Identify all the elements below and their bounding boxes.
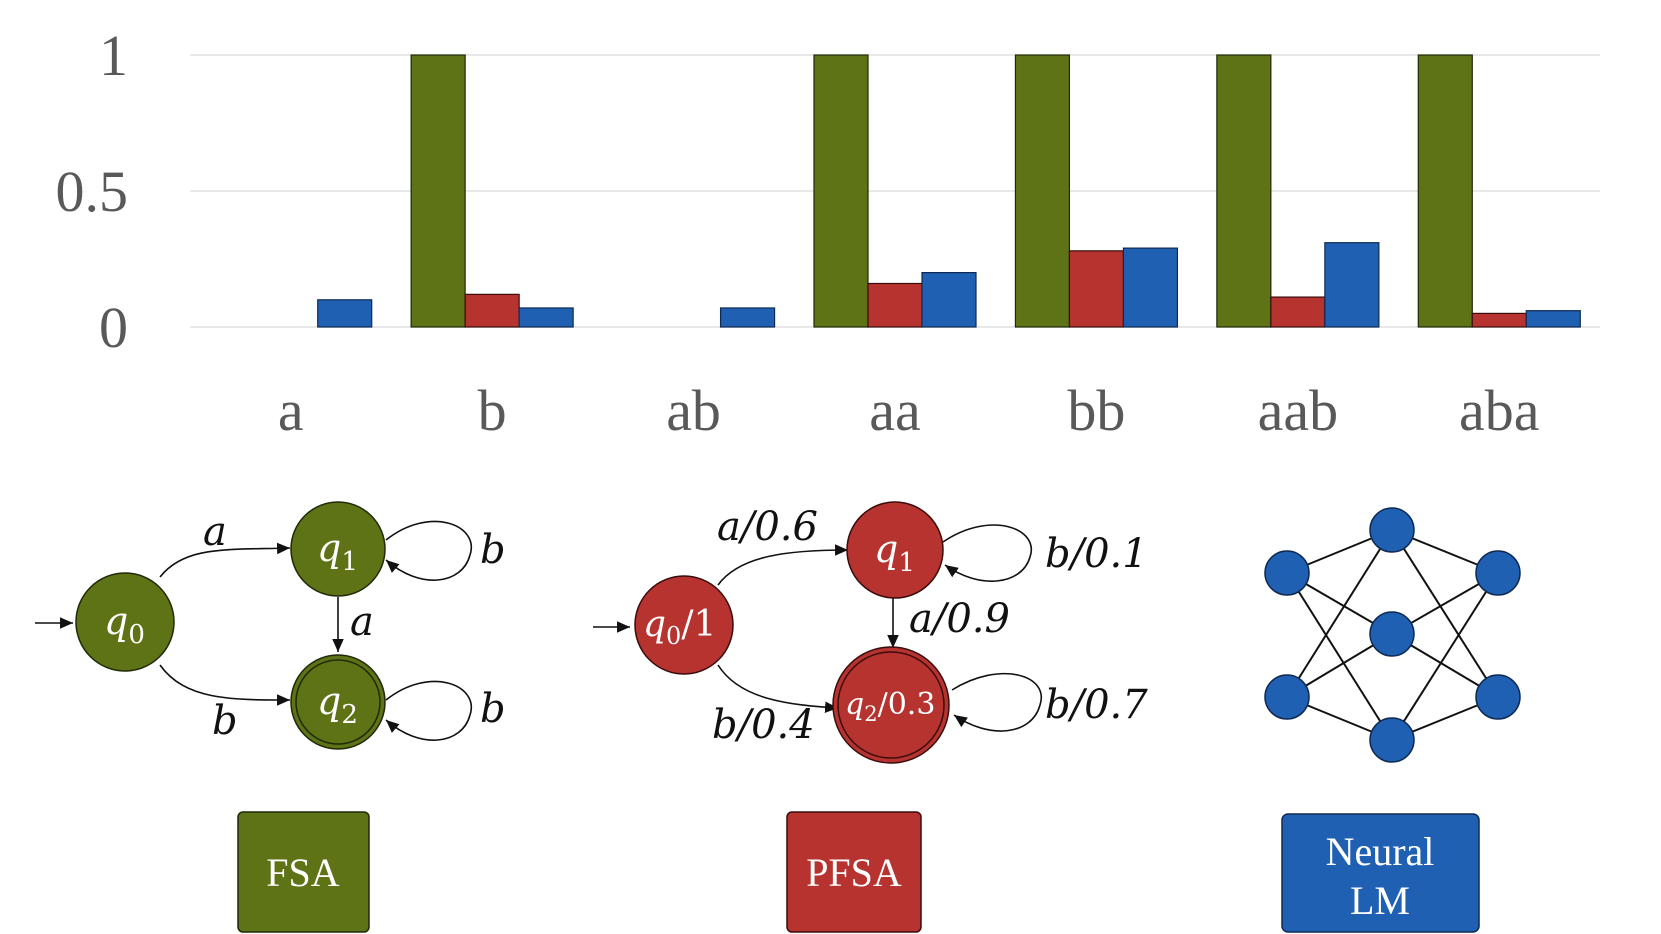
fsa-edge-q0-q2 bbox=[159, 664, 291, 706]
x-category-label: ab bbox=[666, 378, 721, 443]
fsa-box bbox=[237, 811, 370, 933]
pfsa-q1-label: q1 bbox=[874, 527, 915, 578]
fsa-q2-label: q2 bbox=[317, 679, 358, 730]
x-category-label: a bbox=[278, 378, 304, 443]
x-category-label: b bbox=[478, 378, 507, 443]
bar-pfsa-aa bbox=[867, 282, 923, 328]
nn-edge bbox=[1391, 529, 1499, 698]
bar-neural-lm-bb bbox=[1122, 247, 1179, 328]
fsa-label-box: FSA bbox=[237, 811, 370, 933]
y-axis-ticks: 10.50 bbox=[56, 23, 129, 360]
pfsa-edge-label-q1-q2: a/0.9 bbox=[909, 596, 1010, 642]
fsa-edge-label-q2-loop: b bbox=[480, 686, 506, 732]
pfsa-edge-label-q0-q2: b/0.4 bbox=[712, 702, 815, 748]
x-category-label: aab bbox=[1258, 378, 1339, 443]
y-tick-label: 0.5 bbox=[56, 159, 129, 224]
bar-neural-lm-ab bbox=[719, 307, 776, 328]
pfsa-node-q0 bbox=[634, 575, 734, 675]
nn-node-layer-1 bbox=[1369, 507, 1415, 553]
nn-node-layer-1 bbox=[1369, 611, 1415, 657]
nn-edge bbox=[1286, 572, 1393, 741]
pfsa-node-q1 bbox=[846, 501, 944, 599]
x-axis-categories: a b ab aa bb aab aba bbox=[278, 378, 1540, 443]
nn-edge bbox=[1286, 529, 1393, 698]
pfsa-box-label: PFSA bbox=[806, 850, 902, 895]
fsa-q1-label: q1 bbox=[317, 526, 358, 577]
bar-pfsa-bb bbox=[1068, 250, 1125, 328]
y-tick-label: 0 bbox=[99, 295, 128, 360]
bar-chart: 10.50 a b ab aa bb aab aba bbox=[56, 23, 1600, 443]
bar-neural-lm-aa bbox=[921, 272, 977, 328]
fsa-loop-q1 bbox=[385, 520, 473, 581]
pfsa-box bbox=[786, 811, 922, 933]
pfsa-edge-q0-q2 bbox=[717, 664, 839, 713]
bar-neural-lm-aba bbox=[1525, 310, 1581, 328]
nn-node-layer-0 bbox=[1264, 550, 1310, 596]
x-category-label: aa bbox=[869, 378, 921, 443]
nn-edge bbox=[1391, 572, 1499, 741]
neural-label-box: Neural LM bbox=[1281, 813, 1480, 933]
pfsa-diagram: q0/1 q1 q2/0.3 a/0.6 b/0.4 a/0.9 b/0.1 b… bbox=[593, 501, 1148, 764]
pfsa-edge-q0-q1 bbox=[717, 544, 849, 586]
neural-network-nodes bbox=[1264, 507, 1521, 763]
bars bbox=[317, 54, 1581, 328]
pfsa-loop-q1 bbox=[942, 524, 1033, 582]
bar-fsa-b bbox=[410, 54, 466, 328]
fsa-node-q1 bbox=[290, 501, 386, 597]
fsa-edge-q0-q1 bbox=[159, 542, 291, 578]
pfsa-q0-label: q0/1 bbox=[643, 604, 716, 650]
fsa-box-label: FSA bbox=[266, 850, 339, 895]
pfsa-label-box: PFSA bbox=[786, 811, 922, 933]
y-tick-label: 1 bbox=[99, 23, 128, 88]
nn-node-layer-1 bbox=[1369, 717, 1415, 763]
fsa-edge-label-q1-q2: a bbox=[350, 599, 374, 645]
nn-node-layer-2 bbox=[1475, 550, 1521, 596]
fsa-diagram: q0 q1 q2 a b a b b bbox=[35, 501, 506, 750]
pfsa-edge-label-q1-loop: b/0.1 bbox=[1045, 531, 1148, 577]
bar-neural-lm-a bbox=[317, 299, 373, 328]
nn-node-layer-0 bbox=[1264, 674, 1310, 720]
neural-box-label-line1: Neural bbox=[1326, 829, 1435, 874]
fsa-edge-label-q1-loop: b bbox=[480, 527, 506, 573]
x-category-label: bb bbox=[1067, 378, 1125, 443]
fsa-node-q2-accept-ring bbox=[295, 659, 381, 745]
neural-box-label-line2: LM bbox=[1350, 878, 1410, 923]
pfsa-edge-label-q0-q1: a/0.6 bbox=[717, 504, 818, 550]
fsa-node-q0 bbox=[75, 572, 175, 672]
bar-pfsa-b bbox=[464, 293, 520, 328]
bar-pfsa-aab bbox=[1270, 296, 1326, 328]
pfsa-node-q2 bbox=[832, 646, 950, 764]
pfsa-node-q2-accept-ring bbox=[837, 651, 945, 759]
bar-pfsa-aba bbox=[1471, 312, 1527, 328]
bar-neural-lm-b bbox=[518, 307, 574, 328]
bar-fsa-aab bbox=[1216, 54, 1272, 328]
neural-network-diagram bbox=[1264, 507, 1521, 763]
fsa-node-q2 bbox=[290, 654, 386, 750]
pfsa-loop-q2 bbox=[951, 672, 1043, 732]
bar-fsa-bb bbox=[1014, 54, 1071, 328]
fsa-edge-label-q0-q1: a bbox=[203, 509, 227, 555]
pfsa-edge-label-q2-loop: b/0.7 bbox=[1045, 682, 1148, 728]
pfsa-q2-label: q2/0.3 bbox=[845, 687, 935, 726]
bar-neural-lm-aab bbox=[1324, 242, 1380, 328]
x-category-label: aba bbox=[1459, 378, 1540, 443]
fsa-edge-label-q0-q2: b bbox=[212, 698, 238, 744]
bar-fsa-aba bbox=[1417, 54, 1473, 328]
neural-box bbox=[1281, 813, 1480, 933]
fsa-loop-q2 bbox=[385, 680, 473, 741]
fsa-q0-label: q0 bbox=[104, 599, 145, 650]
bar-fsa-aa bbox=[813, 54, 869, 328]
nn-node-layer-2 bbox=[1475, 674, 1521, 720]
